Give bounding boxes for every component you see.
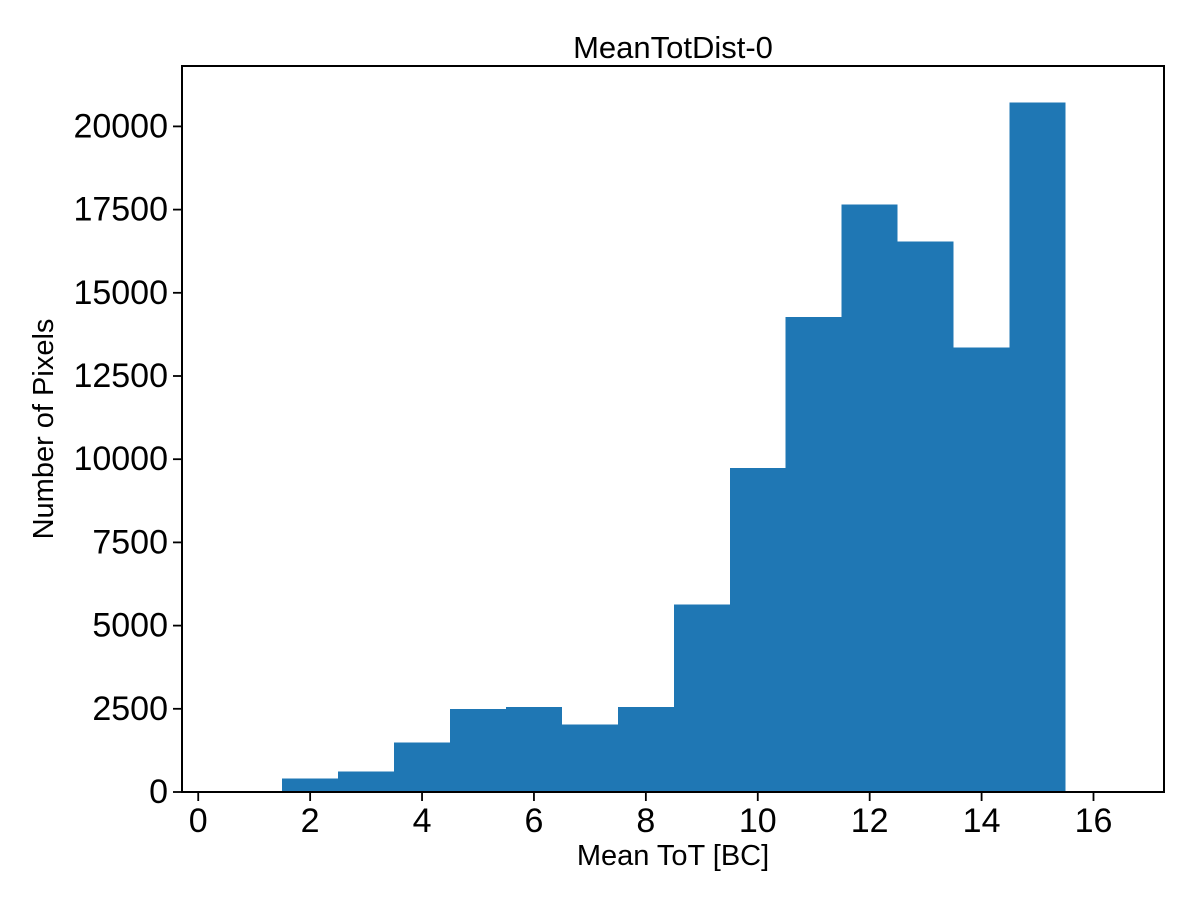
histogram-bar [282, 778, 339, 792]
x-axis-ticks: 0 2 4 6 8 10 12 14 16 [189, 792, 1113, 840]
x-tick-label: 10 [739, 802, 777, 840]
y-axis-ticks: 0 2500 5000 7500 10000 12500 15000 17500 20000 [73, 107, 182, 811]
y-tick-label: 7500 [92, 523, 168, 561]
y-tick-label: 5000 [92, 607, 168, 645]
x-tick-label: 12 [851, 802, 889, 840]
histogram-bar [897, 241, 954, 793]
histogram-bar [505, 706, 562, 792]
histogram-bar [785, 316, 842, 792]
x-tick-label: 8 [636, 802, 655, 840]
histogram-bar [394, 742, 451, 792]
y-tick-label: 20000 [73, 107, 168, 145]
x-tick-label: 6 [524, 802, 543, 840]
histogram-bar [729, 467, 786, 792]
y-tick-label: 17500 [73, 191, 168, 229]
plot-border [181, 65, 1165, 793]
y-axis-label: Number of Pixels [28, 319, 60, 540]
y-tick-label: 10000 [73, 440, 168, 478]
x-tick-label: 14 [963, 802, 1001, 840]
histogram-bar [1009, 102, 1066, 793]
histogram-bar [673, 604, 730, 792]
x-tick-label: 0 [189, 802, 208, 840]
histogram-bar [338, 771, 395, 792]
x-tick-label: 16 [1075, 802, 1113, 840]
histogram-bar [617, 706, 674, 792]
histogram-bar [561, 724, 618, 792]
histogram-bar [450, 709, 506, 792]
y-tick-label: 2500 [92, 690, 168, 728]
histogram-bar [841, 204, 898, 793]
x-axis-label: Mean ToT [BC] [577, 840, 769, 872]
y-tick-label: 15000 [73, 274, 168, 312]
histogram-bar [953, 347, 1010, 792]
y-tick-label: 0 [149, 773, 168, 811]
y-tick-label: 12500 [73, 357, 168, 395]
chart-title: MeanTotDist-0 [573, 30, 773, 65]
bars-group [282, 102, 1066, 793]
x-tick-label: 4 [413, 802, 432, 840]
x-tick-label: 2 [301, 802, 320, 840]
